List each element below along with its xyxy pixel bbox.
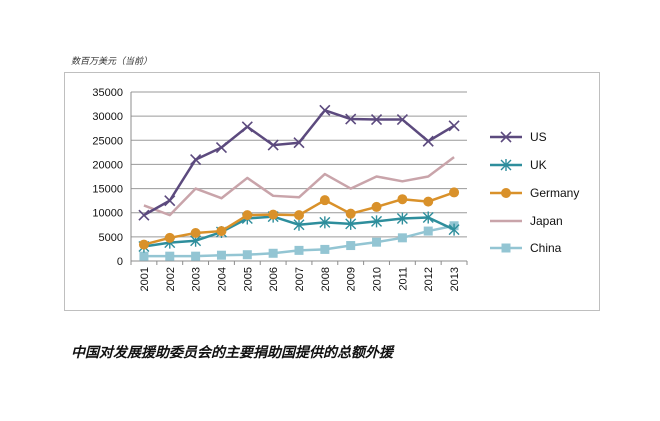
- data-point-china: [242, 250, 252, 260]
- x-tick-label: 2008: [320, 267, 332, 291]
- data-point-germany: [164, 232, 175, 243]
- data-point-germany: [345, 208, 356, 219]
- legend-label-japan: Japan: [530, 214, 563, 228]
- x-tick-label: 2010: [372, 267, 384, 291]
- data-point-china: [139, 251, 149, 261]
- x-tick-label: 2005: [242, 267, 254, 291]
- y-tick-label: 10000: [92, 208, 123, 220]
- data-point-germany: [371, 201, 382, 212]
- y-tick-label: 35000: [92, 87, 123, 99]
- data-point-china: [346, 241, 356, 251]
- legend-marker-china: [501, 243, 511, 253]
- data-point-germany: [190, 227, 201, 238]
- data-point-uk: [293, 218, 305, 231]
- data-point-germany: [397, 194, 408, 205]
- data-point-us: [293, 137, 305, 149]
- data-point-germany: [216, 226, 227, 237]
- legend-marker-uk: [500, 159, 512, 171]
- x-tick-label: 2002: [165, 267, 177, 291]
- legend-label-us: US: [530, 130, 547, 144]
- x-tick-label: 2009: [346, 267, 358, 291]
- data-point-germany: [423, 196, 434, 207]
- data-point-us: [422, 135, 434, 147]
- data-point-uk: [448, 223, 460, 236]
- legend-label-china: China: [530, 241, 562, 255]
- data-point-uk: [319, 216, 331, 229]
- y-tick-label: 30000: [92, 111, 123, 123]
- x-tick-label: 2007: [294, 267, 306, 291]
- data-point-germany: [294, 210, 304, 221]
- data-point-china: [191, 251, 201, 261]
- data-point-us: [448, 120, 460, 132]
- data-point-china: [397, 233, 407, 243]
- legend-label-germany: Germany: [530, 186, 579, 200]
- data-point-us: [241, 121, 253, 133]
- y-tick-label: 20000: [92, 159, 123, 171]
- data-point-germany: [242, 210, 253, 221]
- legend-label-uk: UK: [530, 158, 547, 172]
- series-line-japan: [143, 156, 455, 217]
- data-point-us: [319, 104, 331, 116]
- data-point-germany: [138, 239, 149, 250]
- y-tick-label: 5000: [99, 232, 123, 244]
- legend-marker-germany: [501, 188, 511, 198]
- data-point-china: [372, 237, 382, 247]
- y-tick-label: 15000: [92, 184, 123, 196]
- data-point-uk: [345, 217, 357, 230]
- data-point-germany: [319, 195, 330, 206]
- data-point-us: [370, 113, 383, 126]
- data-point-china: [294, 245, 304, 255]
- x-tick-label: 2004: [216, 267, 228, 291]
- y-tick-label: 0: [117, 256, 123, 268]
- data-point-china: [320, 244, 330, 254]
- x-tick-label: 2001: [139, 267, 151, 291]
- data-point-us: [267, 139, 279, 151]
- data-point-us: [215, 141, 228, 154]
- x-tick-label: 2006: [268, 267, 280, 291]
- y-axis-unit-label: 数百万美元（当前）: [71, 57, 153, 67]
- data-point-uk: [396, 212, 408, 225]
- data-point-uk: [371, 215, 383, 228]
- data-point-us: [164, 195, 176, 207]
- data-point-germany: [268, 209, 279, 220]
- y-tick-label: 25000: [92, 135, 123, 147]
- data-point-us: [345, 113, 357, 125]
- data-point-china: [268, 248, 278, 258]
- data-point-germany: [449, 187, 460, 198]
- chart-caption: 中国对发展援助委员会的主要捐助国提供的总额外援: [71, 345, 393, 361]
- x-tick-label: 2003: [191, 267, 203, 291]
- legend-marker-us: [500, 131, 512, 143]
- x-tick-label: 2013: [449, 267, 461, 291]
- data-point-china: [423, 226, 433, 236]
- data-point-uk: [422, 211, 434, 224]
- data-point-china: [165, 251, 175, 261]
- data-point-china: [216, 250, 226, 260]
- data-point-us: [190, 154, 202, 166]
- x-tick-label: 2012: [423, 267, 435, 291]
- data-point-us: [396, 113, 408, 126]
- data-point-us: [138, 209, 150, 221]
- x-tick-label: 2011: [397, 267, 409, 291]
